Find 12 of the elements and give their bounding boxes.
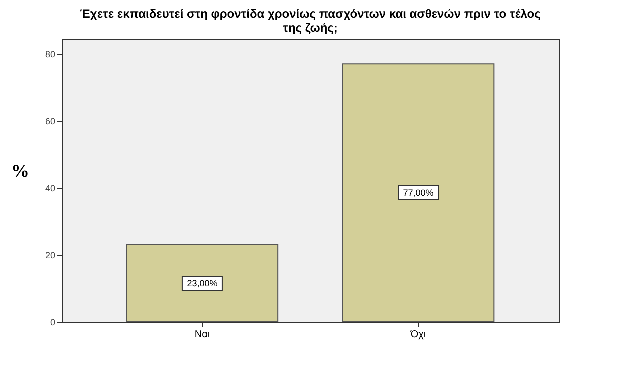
text: Έχετε εκπαιδευτεί στη φροντίδα χρονίως πασχόντων και ασθενών πριν το τέλος (80, 7, 541, 21)
text: της ζωής; (283, 21, 338, 35)
y-tick-label: 20 (45, 250, 56, 261)
y-tick-label: 0 (50, 318, 56, 328)
x-tick-label: Όχι (410, 330, 426, 340)
x-tick-label: Ναι (194, 330, 210, 340)
y-tick-label: 40 (45, 184, 56, 194)
y-axis-title: % (11, 161, 30, 181)
data-label: 23,00% (187, 278, 218, 288)
data-label: 77,00% (403, 188, 434, 198)
y-tick-label: 80 (45, 50, 56, 60)
y-tick-label: 60 (45, 116, 56, 127)
